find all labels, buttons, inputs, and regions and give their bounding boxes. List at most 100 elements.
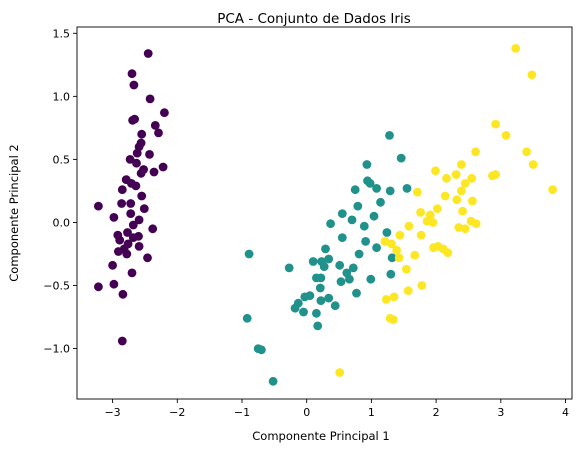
scatter-point [150, 121, 160, 130]
scatter-point [143, 49, 153, 58]
scatter-point [242, 313, 252, 323]
scatter-point [109, 213, 119, 222]
scatter-point [326, 219, 335, 229]
scatter-point [134, 242, 144, 251]
x-tick-label: −2 [169, 406, 185, 419]
scatter-point [403, 286, 413, 295]
scatter-point [335, 260, 345, 270]
scatter-point [457, 186, 466, 196]
scatter-point [148, 224, 158, 234]
scatter-point [131, 181, 141, 191]
scatter-point [443, 248, 453, 258]
scatter-point [385, 131, 394, 140]
scatter-point [347, 215, 357, 225]
scatter-point [117, 336, 127, 346]
scatter-point [158, 162, 168, 172]
scatter-point [129, 80, 139, 90]
scatter-point [366, 274, 376, 284]
scatter-point [94, 282, 103, 292]
scatter-point [123, 228, 132, 237]
scatter-point [108, 260, 117, 270]
scatter-point [488, 171, 497, 181]
scatter-point [402, 184, 412, 193]
scatter-point [548, 185, 557, 195]
scatter-point [316, 296, 326, 305]
scatter-point [125, 155, 135, 164]
scatter-point [284, 263, 294, 273]
scatter-point [324, 254, 334, 264]
scatter-point [321, 244, 330, 254]
scatter-point [433, 242, 443, 251]
x-tick-label: −3 [104, 406, 120, 419]
x-tick-label: 4 [562, 406, 569, 419]
scatter-point [392, 245, 401, 255]
scatter-point [385, 186, 395, 196]
scatter-point [468, 196, 477, 206]
scatter-point [118, 289, 128, 299]
scatter-point [127, 268, 137, 278]
scatter-point [416, 208, 425, 217]
scatter-point [117, 199, 126, 208]
scatter-point [491, 119, 500, 129]
scatter-point [336, 277, 346, 287]
scatter-point [369, 211, 379, 221]
scatter-point [396, 153, 406, 163]
scatter-point [471, 219, 481, 229]
scatter-point [139, 204, 149, 214]
x-axis-label: Componente Principal 1 [252, 429, 389, 443]
scatter-point [389, 315, 398, 324]
scatter-point [128, 115, 138, 125]
scatter-point [132, 158, 141, 168]
scatter-point [128, 220, 138, 230]
scatter-point [94, 201, 103, 211]
scatter-point [413, 187, 422, 197]
scatter-point [127, 69, 137, 79]
scatter-point [372, 184, 381, 193]
scatter-point [387, 239, 396, 249]
scatter-point [361, 237, 370, 246]
scatter-point [299, 307, 308, 317]
scatter-point [330, 301, 340, 311]
y-tick-label: 0.0 [53, 216, 71, 229]
scatter-point [352, 288, 361, 298]
scatter-point [134, 215, 144, 225]
scatter-point [122, 249, 132, 259]
scatter-point [382, 228, 392, 237]
scatter-point [422, 216, 432, 226]
scatter-point [458, 206, 467, 216]
ticks-layer: −3 −2 −1 0 1 2 3 4 −1.0 −0.5 0.0 0.5 1.0 1.5 [43, 27, 569, 419]
scatter-point [410, 250, 420, 260]
x-tick-label: 1 [368, 406, 375, 419]
x-tick-label: 0 [303, 406, 310, 419]
scatter-point [359, 221, 369, 231]
x-tick-label: 2 [433, 406, 440, 419]
scatter-point [145, 150, 154, 159]
scatter-point [244, 249, 254, 259]
scatter-point [126, 199, 136, 208]
scatter-point [381, 295, 391, 304]
scatter-point [312, 308, 321, 318]
scatter-point [389, 292, 399, 302]
scatter-point [145, 94, 155, 104]
scatter-point [137, 129, 147, 139]
scatter-point [290, 303, 300, 313]
scatter-point [440, 191, 450, 201]
scatter-point [395, 230, 405, 240]
y-tick-label: 1.5 [53, 27, 71, 40]
scatter-point [460, 179, 470, 188]
scatter-point [442, 173, 451, 183]
x-tick-label: −1 [234, 406, 250, 419]
scatter-point [335, 368, 345, 377]
scatter-point [117, 185, 127, 195]
scatter-point [132, 148, 142, 158]
scatter-point [501, 131, 511, 140]
scatter-point [143, 253, 152, 263]
scatter-point [511, 44, 521, 53]
y-axis-label: Componente Principal 2 [7, 144, 21, 281]
scatter-point [324, 293, 334, 303]
scatter-point [362, 160, 372, 169]
scatter-point [394, 253, 404, 263]
scatter-point [114, 247, 123, 256]
